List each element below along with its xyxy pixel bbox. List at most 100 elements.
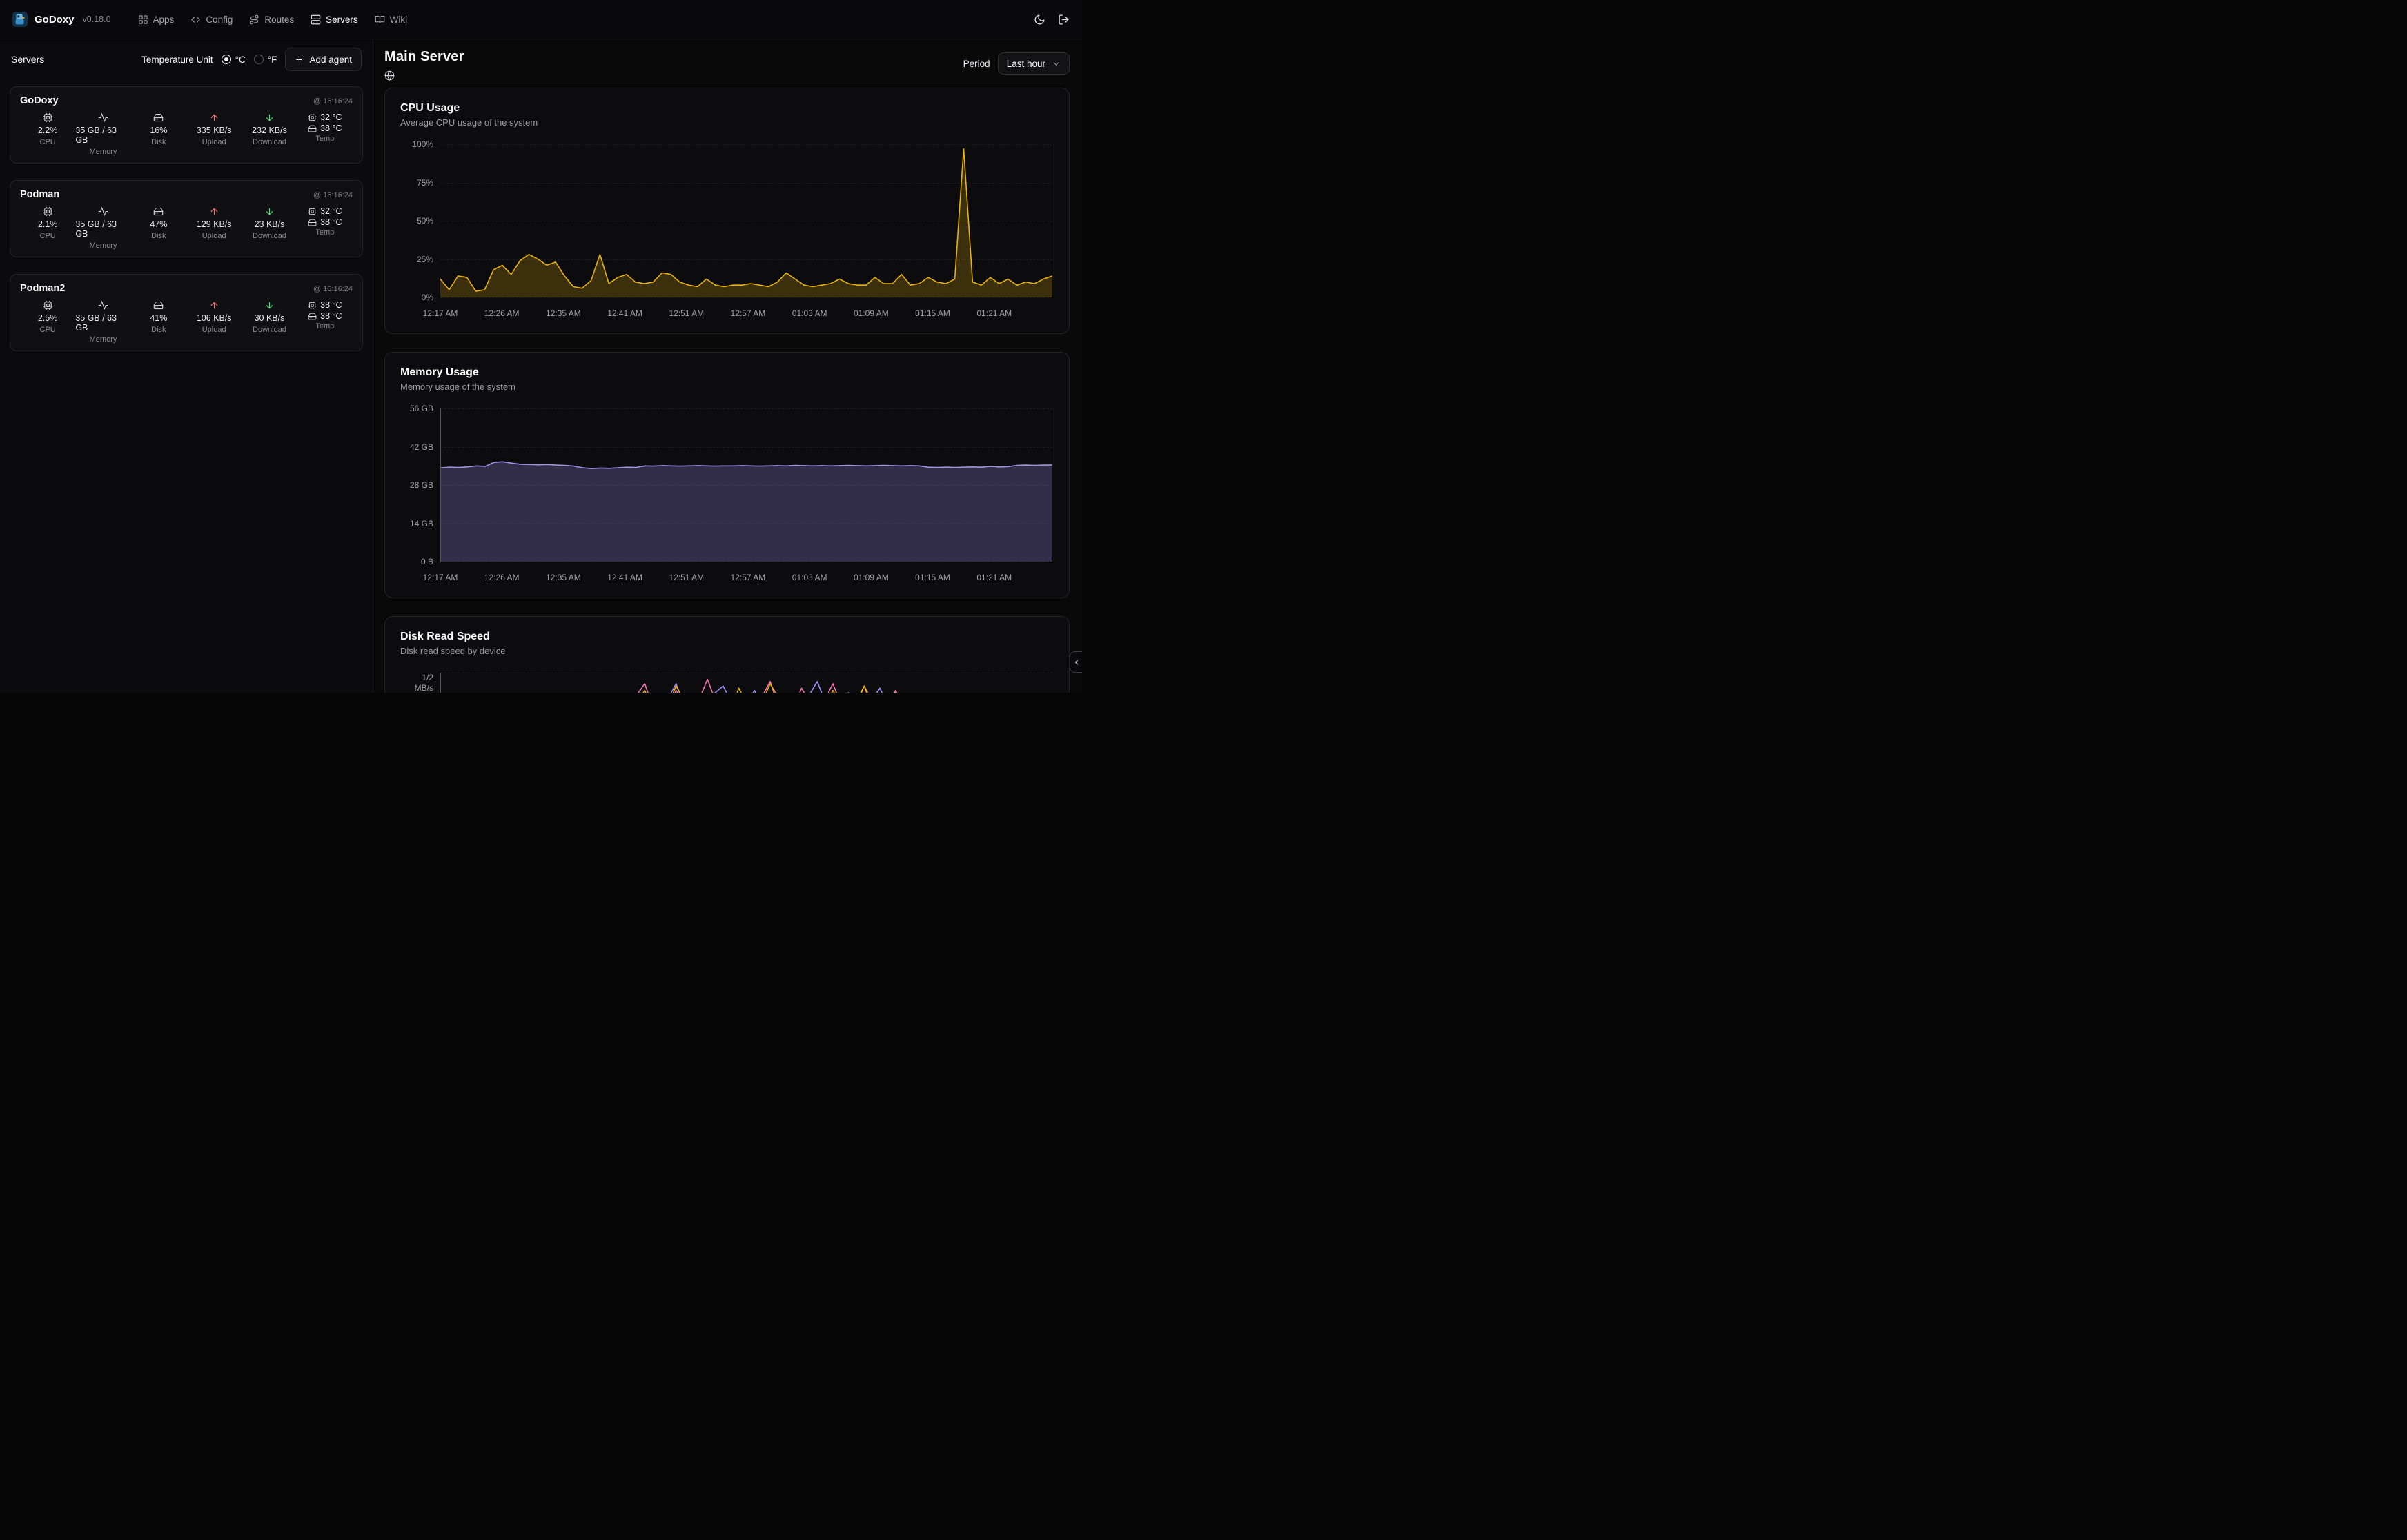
cpu-stat: 2.1% CPU — [38, 206, 57, 250]
nav-item-wiki[interactable]: Wiki — [367, 9, 415, 30]
server-card-podman2[interactable]: Podman2 @ 16:16:24 2.5% CPU 35 GB / 63 G… — [10, 274, 363, 351]
download-arrow-icon — [264, 300, 275, 310]
memory-label: Memory — [89, 241, 117, 250]
x-tick-label: 12:41 AM — [607, 308, 642, 318]
memory-stat: 35 GB / 63 GB Memory — [75, 112, 130, 156]
disk-label: Disk — [151, 232, 166, 240]
y-axis: 1/2 MB/s — [400, 673, 440, 693]
x-tick-label: 12:17 AM — [422, 308, 458, 318]
chart-subtitle: Memory usage of the system — [400, 382, 515, 392]
navbar-right — [1034, 14, 1070, 26]
disk-temp-value: 38 °C — [320, 217, 342, 227]
nav-item-apps[interactable]: Apps — [130, 9, 182, 30]
download-value: 232 KB/s — [252, 126, 287, 135]
x-tick-label: 12:26 AM — [484, 308, 520, 318]
cpu-label: CPU — [39, 326, 56, 334]
server-timestamp: @ 16:16:24 — [313, 191, 353, 199]
x-tick-label: 12:17 AM — [422, 573, 458, 582]
disk-read-speed-card: Disk Read Speed Disk read speed by devic… — [384, 616, 1070, 693]
disk-temp-icon — [308, 312, 317, 321]
memory-label: Memory — [89, 335, 117, 344]
server-globe-icon[interactable] — [384, 70, 464, 81]
radio-dot-celsius[interactable] — [221, 55, 231, 64]
period-label: Period — [963, 58, 990, 69]
code-icon — [190, 14, 201, 25]
chart-title: Memory Usage — [400, 366, 479, 378]
x-tick-label: 12:51 AM — [669, 573, 705, 582]
cpu-temp-value: 32 °C — [320, 112, 342, 122]
temp-stat: 32 °C 38 °C Temp — [308, 112, 342, 156]
nav-label: Wiki — [389, 14, 408, 25]
celsius-label: °C — [235, 54, 246, 65]
nav-item-servers[interactable]: Servers — [303, 9, 366, 30]
apps-grid-icon — [138, 14, 148, 25]
fahrenheit-label: °F — [267, 54, 277, 65]
disk-stat: 47% Disk — [150, 206, 167, 250]
temp-label: Temp — [315, 135, 335, 143]
theme-toggle-button[interactable] — [1034, 14, 1045, 26]
server-timestamp: @ 16:16:24 — [313, 97, 353, 106]
y-tick-label: 0% — [421, 293, 433, 302]
activity-icon — [98, 300, 108, 310]
brand-name: GoDoxy — [35, 13, 75, 26]
cpu-stat: 2.5% CPU — [37, 300, 58, 344]
server-card-godoxy[interactable]: GoDoxy @ 16:16:24 2.2% CPU 35 GB / 63 GB… — [10, 86, 363, 164]
plus-icon — [295, 55, 304, 64]
sidebar-header: Servers Temperature Unit °C °F Add agent — [10, 46, 363, 72]
disk-chart-plot[interactable] — [440, 673, 1052, 693]
period-value: Last hour — [1006, 58, 1045, 69]
logout-icon — [1058, 14, 1070, 26]
download-arrow-icon — [264, 206, 275, 217]
version-label: v0.18.0 — [82, 14, 111, 24]
nav-item-config[interactable]: Config — [183, 9, 240, 30]
upload-value: 129 KB/s — [196, 219, 232, 229]
sidebar-title: Servers — [11, 54, 45, 65]
cpu-value: 2.5% — [37, 313, 58, 323]
server-icon — [311, 14, 321, 25]
book-icon — [375, 14, 385, 25]
memory-chart-plot[interactable] — [440, 408, 1052, 562]
nav-item-routes[interactable]: Routes — [242, 9, 302, 30]
download-stat: 232 KB/s Download — [252, 112, 287, 156]
temp-label: Temp — [315, 322, 335, 330]
cpu-temp-icon — [308, 113, 317, 122]
chart-title: Disk Read Speed — [400, 631, 490, 642]
disk-label: Disk — [151, 326, 166, 334]
server-name: Podman — [20, 189, 60, 200]
server-card-podman[interactable]: Podman @ 16:16:24 2.1% CPU 35 GB / 63 GB… — [10, 180, 363, 257]
main-nav: Apps Config Routes Servers Wiki — [130, 9, 415, 30]
celsius-radio[interactable]: °C — [221, 54, 246, 65]
cpu-temp-icon — [308, 301, 317, 310]
period-dropdown[interactable]: Last hour — [997, 52, 1070, 75]
x-tick-label: 12:41 AM — [607, 573, 642, 582]
x-tick-label: 12:57 AM — [730, 573, 766, 582]
y-tick-label: 14 GB — [409, 518, 433, 529]
download-label: Download — [253, 232, 286, 240]
cpu-temp-value: 32 °C — [320, 206, 342, 216]
top-navbar: GoDoxy v0.18.0 Apps Config Routes Server… — [0, 0, 1082, 39]
nav-label: Servers — [326, 14, 358, 25]
download-arrow-icon — [264, 112, 275, 123]
fahrenheit-radio[interactable]: °F — [253, 54, 277, 65]
temp-label: Temp — [315, 228, 335, 237]
server-name: GoDoxy — [20, 95, 59, 106]
cpu-chart-plot[interactable] — [440, 144, 1052, 298]
cpu-icon — [43, 206, 53, 217]
hard-drive-icon — [153, 112, 164, 123]
upload-arrow-icon — [209, 300, 219, 310]
x-tick-label: 01:15 AM — [915, 573, 950, 582]
x-axis: 12:17 AM 12:26 AM 12:35 AM 12:41 AM 12:51 AM… — [423, 567, 1052, 586]
x-tick-label: 01:03 AM — [792, 573, 827, 582]
drawer-toggle-button[interactable] — [1070, 651, 1082, 673]
add-agent-button[interactable]: Add agent — [285, 48, 362, 71]
cpu-area-chart — [440, 144, 1052, 297]
upload-arrow-icon — [209, 206, 219, 217]
memory-usage-card: Memory Usage Memory usage of the system … — [384, 352, 1070, 598]
memory-label: Memory — [89, 148, 117, 156]
server-timestamp: @ 16:16:24 — [313, 285, 353, 293]
logout-button[interactable] — [1058, 14, 1070, 26]
upload-value: 106 KB/s — [196, 313, 232, 323]
radio-dot-fahrenheit[interactable] — [253, 55, 264, 64]
chart-subtitle: Disk read speed by device — [400, 646, 506, 656]
y-tick-label: 0 B — [420, 557, 433, 566]
